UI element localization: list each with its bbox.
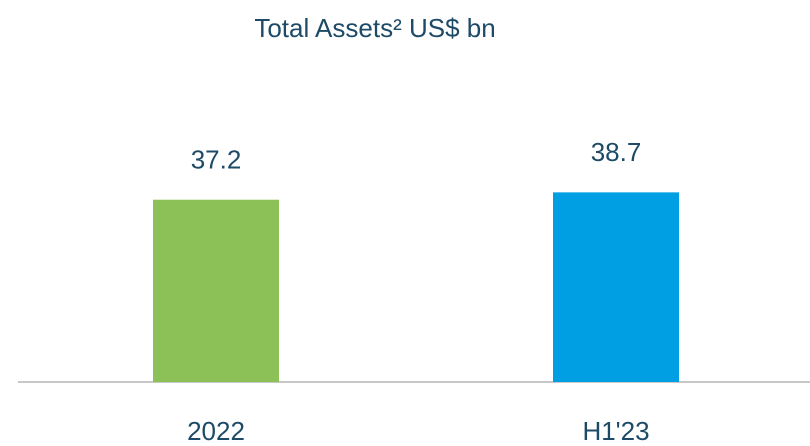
bar xyxy=(553,192,679,382)
bar xyxy=(153,199,279,382)
chart-title: Total Assets² US$ bn xyxy=(254,13,495,43)
value-label: 37.2 xyxy=(191,145,242,175)
x-tick-label: H1'23 xyxy=(582,416,649,446)
value-label: 38.7 xyxy=(591,137,642,167)
x-tick-label: 2022 xyxy=(187,416,245,446)
